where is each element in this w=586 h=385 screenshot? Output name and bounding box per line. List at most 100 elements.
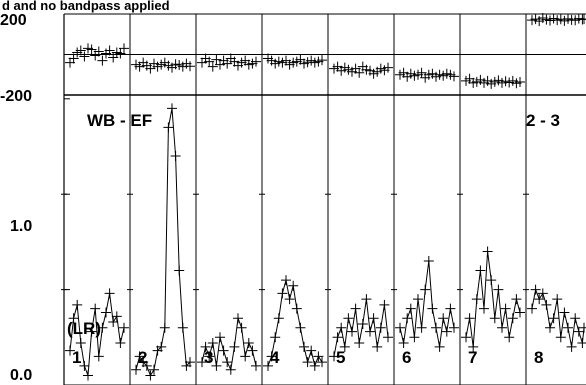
- amp-point: [299, 341, 309, 352]
- amp-point: [445, 303, 456, 314]
- amp-point: [461, 332, 471, 343]
- amp-point: [134, 351, 145, 362]
- amp-point: [365, 326, 375, 337]
- chart-title: d and no bandpass applied: [2, 0, 170, 13]
- amp-point: [482, 246, 493, 257]
- amp-point: [159, 322, 170, 333]
- amp-point: [104, 288, 115, 299]
- amp-point: [83, 370, 93, 381]
- amp-point: [149, 364, 159, 375]
- amp-point: [431, 322, 441, 333]
- amp-point: [97, 322, 108, 333]
- amp-point: [489, 313, 500, 324]
- phase-point: [145, 63, 156, 74]
- amp-point: [402, 313, 413, 324]
- amp-point: [317, 357, 327, 368]
- amp-point: [119, 322, 129, 333]
- amp-point: [225, 364, 236, 375]
- phase-point: [449, 71, 459, 82]
- phase-point: [579, 14, 586, 25]
- amp-point: [72, 299, 83, 310]
- amp-point: [545, 322, 555, 333]
- amp-point: [177, 322, 188, 333]
- amp-point: [251, 360, 261, 371]
- phase-point: [108, 52, 119, 63]
- amp-series-line-5: [333, 299, 389, 357]
- amp-point: [361, 294, 372, 305]
- amp-point: [111, 311, 122, 322]
- panel-number-label: 5: [336, 348, 345, 367]
- amp-point: [284, 294, 295, 305]
- amp-point: [174, 265, 185, 276]
- amp-point: [288, 280, 299, 291]
- phase-point: [416, 67, 427, 78]
- amp-point: [291, 303, 302, 314]
- amp-point: [398, 338, 409, 349]
- amp-point: [236, 322, 247, 333]
- amp-point: [405, 303, 416, 314]
- amp-point: [530, 284, 541, 295]
- amp-point: [204, 351, 215, 362]
- phase-point: [383, 62, 393, 73]
- amp-point: [266, 351, 277, 362]
- phase-tick-top: 200: [0, 12, 27, 29]
- amp-point: [350, 303, 361, 314]
- amp-point: [416, 322, 427, 333]
- amp-point: [313, 351, 324, 362]
- amp-point: [222, 357, 233, 368]
- amp-point: [347, 326, 357, 337]
- amp-point: [375, 322, 386, 333]
- amp-point: [197, 357, 207, 368]
- amp-point: [309, 360, 320, 371]
- amp-series-line-8: [531, 287, 585, 347]
- amp-series-line-6: [399, 260, 455, 347]
- amp-point: [534, 294, 545, 305]
- amp-point: [270, 332, 281, 343]
- phase-point: [251, 56, 261, 67]
- amp-point: [306, 345, 317, 356]
- amp-point: [277, 288, 288, 299]
- amp-point: [200, 341, 211, 352]
- amp-point: [579, 322, 586, 333]
- amp-series-line-4: [267, 279, 323, 368]
- amp-point: [368, 313, 379, 324]
- amp-series-line-1: [69, 293, 125, 376]
- amp-point: [515, 307, 525, 318]
- phase-point: [185, 61, 195, 72]
- amp-point: [339, 341, 350, 352]
- amp-point: [75, 338, 86, 349]
- amp-series-line-7: [465, 251, 521, 347]
- amp-point: [163, 122, 174, 133]
- amp-point: [336, 322, 347, 333]
- amp-series-line-2: [135, 108, 191, 377]
- phase-point: [222, 58, 233, 69]
- panel-number-label: 3: [204, 348, 213, 367]
- amp-point: [233, 313, 243, 324]
- amp-point: [409, 332, 420, 343]
- panel-number-label: 4: [270, 348, 280, 367]
- amp-point: [479, 303, 489, 314]
- amp-point: [441, 326, 452, 337]
- phase-point: [354, 67, 365, 78]
- phase-point: [75, 45, 86, 56]
- amp-tick-1: 1.0: [10, 218, 32, 235]
- phase-point: [204, 56, 215, 67]
- amp-point: [493, 284, 504, 295]
- amp-point: [434, 341, 445, 352]
- amp-point: [420, 284, 431, 295]
- amp-point: [464, 313, 475, 324]
- amp-point: [170, 151, 181, 162]
- amp-point: [566, 341, 577, 352]
- amp-point: [240, 351, 251, 362]
- amp-point: [507, 313, 518, 324]
- amp-point: [570, 313, 581, 324]
- amp-point: [357, 318, 368, 329]
- amp-point: [500, 303, 511, 314]
- amp-series-line-3: [201, 318, 257, 372]
- amp-point: [90, 303, 101, 314]
- amp-point: [471, 294, 482, 305]
- panel-number-label: 1: [72, 348, 81, 367]
- amp-point: [93, 351, 104, 362]
- amp-point: [247, 345, 258, 356]
- amp-point: [573, 326, 584, 337]
